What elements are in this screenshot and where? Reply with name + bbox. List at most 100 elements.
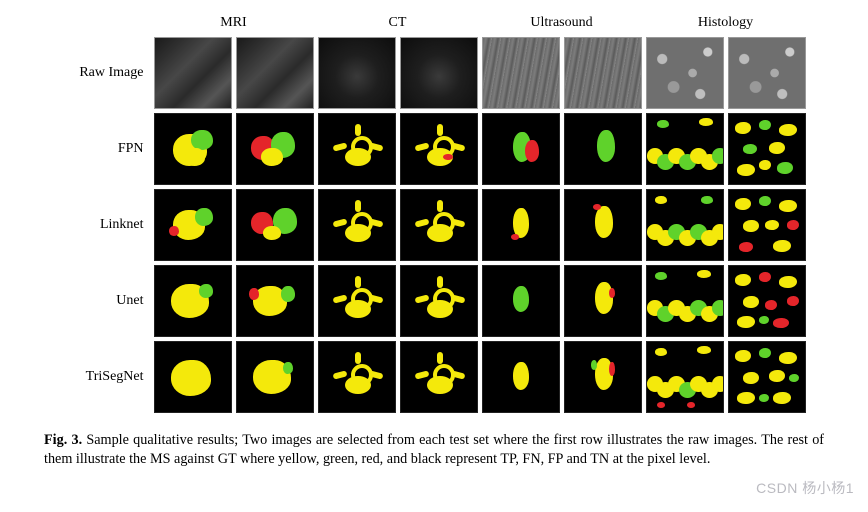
seg-tile: [728, 265, 806, 337]
seg-blob: [195, 208, 213, 226]
seg-tile: [646, 113, 724, 185]
seg-blob: [701, 196, 713, 204]
seg-blob: [595, 206, 613, 238]
seg-tile: [236, 189, 314, 261]
seg-blob: [199, 284, 213, 298]
seg-blob: [657, 402, 665, 408]
seg-tile: [728, 113, 806, 185]
seg-blob: [169, 226, 179, 236]
seg-blob: [511, 234, 519, 240]
results-grid: MRI CT Ultrasound Histology Raw ImageFPN…: [59, 10, 810, 417]
col-header-histology: Histology: [646, 14, 806, 33]
seg-blob: [597, 130, 615, 162]
row-label: Linknet: [63, 189, 150, 261]
raw-thumbnail: [400, 37, 478, 109]
seg-tile: [646, 189, 724, 261]
seg-tile: [318, 189, 396, 261]
seg-tile: [482, 265, 560, 337]
seg-tile: [564, 113, 642, 185]
seg-blob: [697, 346, 711, 354]
seg-blob: [699, 118, 713, 126]
caption-label: Fig. 3.: [44, 432, 82, 448]
seg-blob: [185, 148, 205, 166]
vertebra-shape: [419, 202, 461, 246]
seg-tile: [154, 113, 232, 185]
seg-blob: [261, 148, 283, 166]
seg-blob: [249, 288, 259, 300]
grid-row-seg: FPN: [63, 113, 806, 185]
vertebra-shape: [337, 278, 379, 322]
seg-blob: [655, 196, 667, 204]
seg-blob: [443, 154, 453, 160]
col-header-ct: CT: [318, 14, 478, 33]
seg-tile: [564, 265, 642, 337]
seg-blob: [655, 348, 667, 356]
raw-thumbnail: [236, 37, 314, 109]
grid-row-seg: TriSegNet: [63, 341, 806, 413]
seg-blob: [657, 120, 669, 128]
seg-tile: [482, 341, 560, 413]
seg-tile: [564, 341, 642, 413]
raw-thumbnail: [564, 37, 642, 109]
vertebra-shape: [337, 354, 379, 398]
seg-tile: [646, 341, 724, 413]
seg-blob: [263, 226, 281, 240]
seg-tile: [482, 189, 560, 261]
seg-blob: [171, 360, 211, 396]
seg-tile: [728, 341, 806, 413]
grid-row-seg: Linknet: [63, 189, 806, 261]
row-label-raw: Raw Image: [63, 37, 150, 109]
histology-scatter: [729, 342, 805, 412]
seg-tile: [728, 189, 806, 261]
raw-thumbnail: [728, 37, 806, 109]
seg-blob: [655, 272, 667, 280]
vertebra-shape: [337, 126, 379, 170]
seg-tile: [318, 265, 396, 337]
grid-row-raw: Raw Image: [63, 37, 806, 109]
seg-blob: [595, 282, 613, 314]
histology-band: [647, 376, 723, 400]
seg-blob: [283, 362, 293, 374]
seg-blob: [609, 288, 615, 298]
seg-blob: [687, 402, 695, 408]
seg-tile: [482, 113, 560, 185]
seg-blob: [591, 360, 597, 370]
seg-blob: [281, 286, 295, 302]
raw-thumbnail: [154, 37, 232, 109]
histology-scatter: [729, 114, 805, 184]
col-header-mri: MRI: [154, 14, 314, 33]
watermark-text: CSDN 杨小杨1: [756, 478, 854, 498]
grid-row-seg: Unet: [63, 265, 806, 337]
seg-tile: [400, 265, 478, 337]
seg-blob: [525, 140, 539, 162]
row-label: TriSegNet: [63, 341, 150, 413]
vertebra-shape: [419, 354, 461, 398]
seg-tile: [564, 189, 642, 261]
row-label: FPN: [63, 113, 150, 185]
seg-tile: [154, 189, 232, 261]
seg-tile: [400, 189, 478, 261]
seg-tile: [318, 113, 396, 185]
histology-scatter: [729, 266, 805, 336]
histology-band: [647, 148, 723, 172]
col-header-ultrasound: Ultrasound: [482, 14, 642, 33]
seg-tile: [646, 265, 724, 337]
corner-spacer: [63, 14, 150, 33]
seg-tile: [400, 113, 478, 185]
histology-scatter: [729, 190, 805, 260]
seg-tile: [236, 341, 314, 413]
seg-tile: [400, 341, 478, 413]
seg-blob: [609, 362, 615, 376]
column-header-row: MRI CT Ultrasound Histology: [63, 14, 806, 33]
seg-tile: [154, 265, 232, 337]
vertebra-shape: [337, 202, 379, 246]
row-label: Unet: [63, 265, 150, 337]
figure-container: MRI CT Ultrasound Histology Raw ImageFPN…: [0, 0, 868, 469]
raw-thumbnail: [482, 37, 560, 109]
seg-blob: [593, 204, 601, 210]
seg-tile: [236, 265, 314, 337]
seg-tile: [236, 113, 314, 185]
raw-thumbnail: [318, 37, 396, 109]
histology-band: [647, 224, 723, 248]
seg-tile: [154, 341, 232, 413]
